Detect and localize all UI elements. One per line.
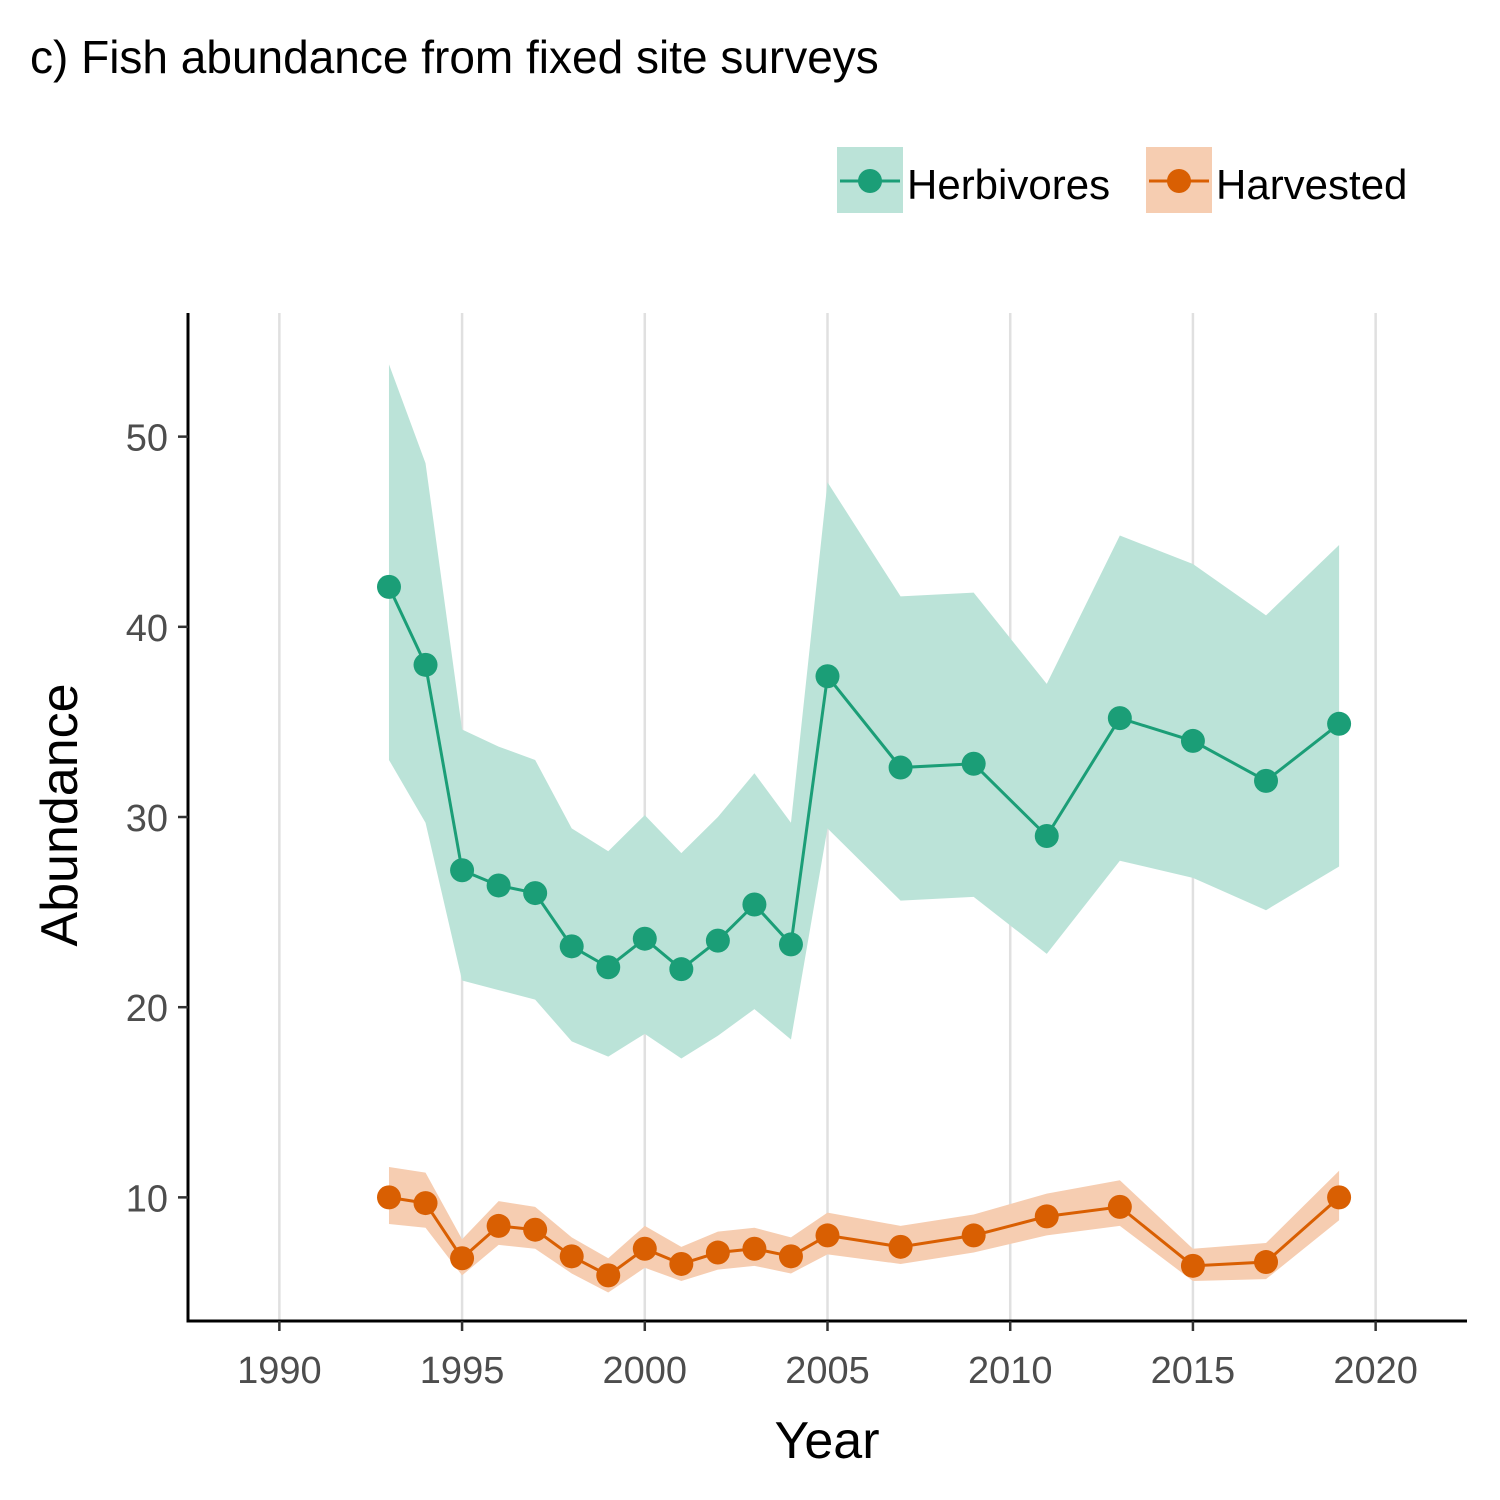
point-harvested-2009: [961, 1223, 986, 1248]
point-harvested-1995: [450, 1246, 475, 1271]
point-herbivores-1997: [523, 881, 548, 906]
data-points: [376, 574, 1352, 1288]
y-axis-title: Abundance: [31, 683, 89, 946]
ribbons: [388, 364, 1340, 1293]
point-herbivores-1994: [413, 652, 438, 677]
y-tick-label-10: 10: [126, 1178, 168, 1220]
point-harvested-2005: [815, 1223, 840, 1248]
point-harvested-2000: [632, 1236, 657, 1261]
x-axis-ticks: 1990 1995 2000 2005 2010 2015 2020: [237, 1321, 1418, 1392]
point-harvested-2001: [669, 1251, 694, 1276]
y-axis-ticks: 10 20 30 40 50: [126, 418, 188, 1220]
point-herbivores-2011: [1034, 824, 1059, 849]
point-harvested-2013: [1107, 1194, 1132, 1219]
point-harvested-1997: [523, 1217, 548, 1242]
point-herbivores-2013: [1107, 706, 1132, 731]
x-tick-label-2000: 2000: [603, 1350, 688, 1392]
x-axis-title: Year: [774, 1412, 879, 1470]
point-herbivores-2005: [815, 664, 840, 689]
y-tick-label-20: 20: [126, 988, 168, 1030]
point-herbivores-1998: [559, 934, 584, 959]
x-tick-label-2020: 2020: [1333, 1350, 1418, 1392]
point-herbivores-2003: [742, 892, 767, 917]
legend-label-harvested: Harvested: [1216, 161, 1407, 208]
point-herbivores-1996: [486, 873, 511, 898]
legend: Herbivores Harvested: [837, 147, 1407, 213]
point-harvested-1993: [376, 1185, 401, 1210]
point-herbivores-1999: [596, 955, 621, 980]
point-harvested-2004: [778, 1244, 803, 1269]
ribbon-herbivores: [388, 364, 1340, 1059]
point-herbivores-2007: [888, 755, 913, 780]
y-tick-label-50: 50: [126, 418, 168, 460]
point-harvested-1996: [486, 1213, 511, 1238]
chart-title: c) Fish abundance from fixed site survey…: [30, 31, 879, 83]
point-herbivores-2002: [705, 928, 730, 953]
point-harvested-2019: [1327, 1185, 1352, 1210]
point-harvested-2011: [1034, 1204, 1059, 1229]
point-herbivores-2004: [778, 932, 803, 957]
point-harvested-2002: [705, 1240, 730, 1265]
point-harvested-2007: [888, 1234, 913, 1259]
point-harvested-2015: [1180, 1253, 1205, 1278]
x-tick-label-1995: 1995: [420, 1350, 505, 1392]
point-harvested-2017: [1254, 1250, 1279, 1275]
point-herbivores-1995: [450, 858, 475, 883]
point-herbivores-2001: [669, 957, 694, 982]
y-tick-label-40: 40: [126, 608, 168, 650]
x-tick-label-2005: 2005: [785, 1350, 870, 1392]
x-tick-label-2015: 2015: [1151, 1350, 1236, 1392]
point-herbivores-2019: [1327, 711, 1352, 736]
y-tick-label-30: 30: [126, 798, 168, 840]
x-tick-label-2010: 2010: [968, 1350, 1053, 1392]
point-herbivores-2015: [1180, 728, 1205, 753]
point-harvested-1998: [559, 1244, 584, 1269]
point-harvested-1994: [413, 1191, 438, 1216]
point-harvested-2003: [742, 1236, 767, 1261]
point-herbivores-2017: [1254, 768, 1279, 793]
point-herbivores-2009: [961, 751, 986, 776]
legend-point-herbivores: [858, 169, 882, 193]
legend-label-herbivores: Herbivores: [907, 161, 1110, 208]
point-herbivores-1993: [376, 574, 401, 599]
x-tick-label-1990: 1990: [237, 1350, 322, 1392]
legend-point-harvested: [1167, 169, 1191, 193]
point-herbivores-2000: [632, 926, 657, 951]
point-harvested-1999: [596, 1263, 621, 1288]
